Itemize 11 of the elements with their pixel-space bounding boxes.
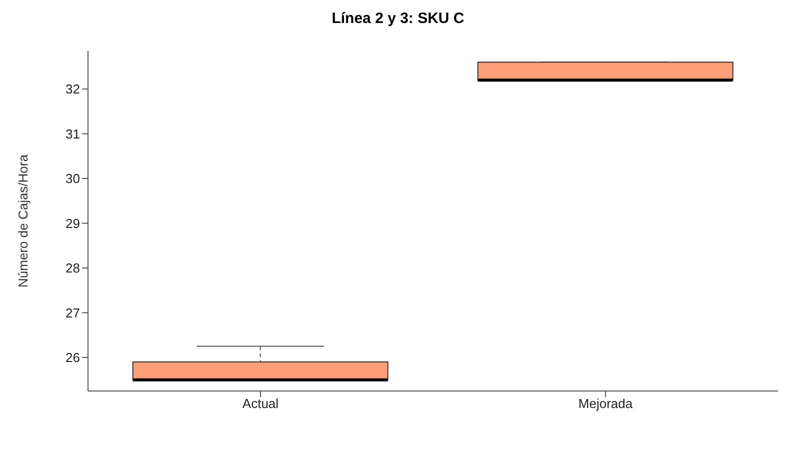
y-tick-label: 32: [66, 82, 80, 97]
y-tick-label: 29: [66, 216, 80, 231]
y-tick-label: 31: [66, 126, 80, 142]
x-tick-label: Actual: [242, 396, 279, 412]
y-tick-label: 27: [66, 305, 80, 320]
y-tick-label: 28: [66, 260, 80, 276]
y-axis-title: Número de Cajas/Hora: [16, 154, 31, 288]
y-tick-label: 26: [66, 350, 80, 366]
x-tick-label: Mejorada: [578, 396, 634, 412]
y-tick-label: 30: [66, 171, 80, 186]
chart-title: Línea 2 y 3: SKU C: [330, 10, 466, 27]
